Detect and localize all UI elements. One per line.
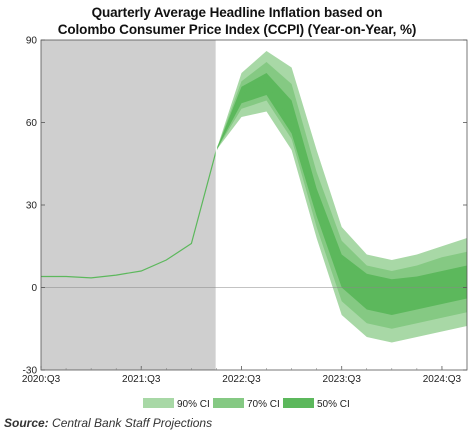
legend-label-90-ci: 90% CI bbox=[177, 399, 210, 410]
y-tick-label: 60 bbox=[26, 118, 38, 129]
source-label: Source: bbox=[4, 416, 49, 430]
legend-label-50-ci: 50% CI bbox=[317, 399, 350, 410]
inflation-series-line bbox=[41, 80, 467, 283]
x-tick-label: 2021:Q3 bbox=[122, 374, 161, 385]
chart-title: Quarterly Average Headline Inflation bas… bbox=[0, 4, 474, 38]
historical-shaded-region bbox=[41, 40, 217, 370]
chart-title-line-1: Quarterly Average Headline Inflation bas… bbox=[91, 5, 383, 20]
legend: 90% CI 70% CI 50% CI bbox=[143, 398, 350, 410]
y-tick-label: -30 bbox=[23, 366, 38, 377]
legend-swatch-90-ci bbox=[143, 398, 174, 408]
source-text: Central Bank Staff Projections bbox=[52, 416, 213, 430]
fan-band-50-ci bbox=[216, 73, 467, 315]
x-tick-label: 2020:Q3 bbox=[22, 374, 61, 385]
x-tick-label: 2022:Q3 bbox=[222, 374, 261, 385]
y-tick-label: 30 bbox=[26, 201, 38, 212]
legend-swatch-70-ci bbox=[213, 398, 244, 408]
plot-area bbox=[41, 40, 467, 370]
x-tick-label: 2023:Q3 bbox=[323, 374, 362, 385]
axes: -30 0 30 60 90 2020:Q3 2021:Q3 2022:Q3 2023:Q3 20… bbox=[22, 36, 468, 385]
y-tick-label: 0 bbox=[31, 283, 37, 294]
y-tick-label: 90 bbox=[26, 36, 38, 47]
chart-title-line-2: Colombo Consumer Price Index (CCPI) (Yea… bbox=[57, 22, 417, 37]
x-tick-label: 2024:Q3 bbox=[423, 374, 462, 385]
legend-label-70-ci: 70% CI bbox=[247, 399, 280, 410]
fan-bands bbox=[216, 51, 467, 343]
source-note: Source: Central Bank Staff Projections bbox=[4, 416, 212, 430]
legend-swatch-50-ci bbox=[283, 398, 314, 408]
